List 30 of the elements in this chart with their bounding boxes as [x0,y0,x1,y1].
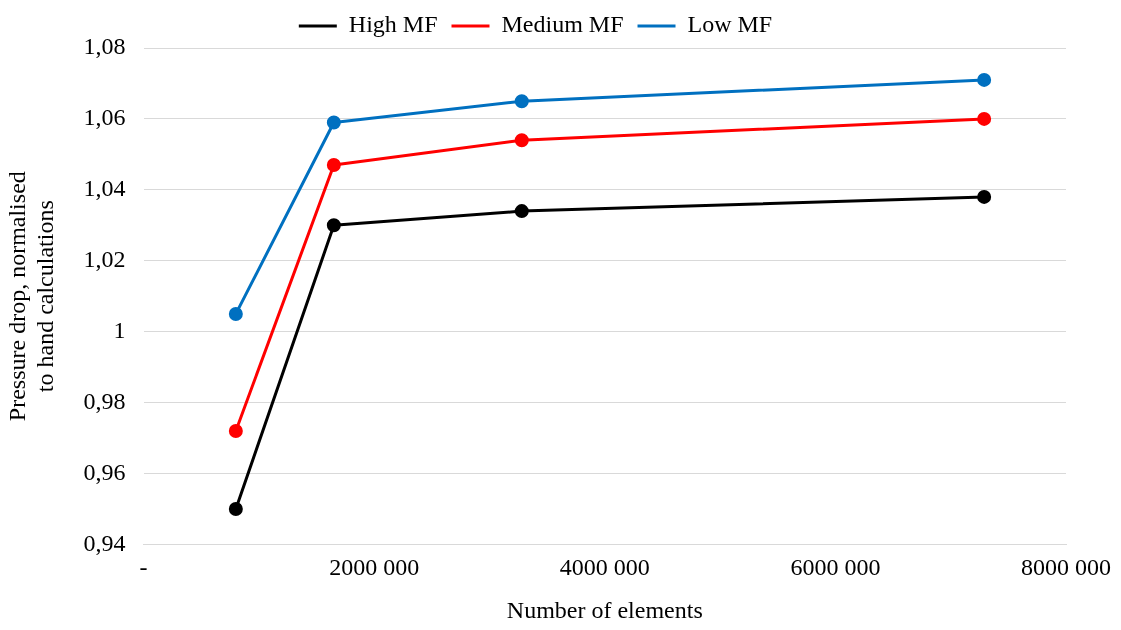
point [326,158,341,173]
y-tick-label: 1,02 [83,246,126,273]
point [326,115,341,130]
x-axis-title: Number of elements [506,596,703,623]
legend-label: Medium MF [501,11,624,38]
y-tick-label: 1,04 [83,175,126,202]
y-axis-title: Pressure drop, normalised to hand calculations [3,171,59,422]
legend-label: Low MF [687,11,773,38]
point [228,423,243,438]
x-tick-label: 2000 000 [329,554,420,581]
y-tick-label: 1,08 [83,33,126,60]
point [326,218,341,233]
y-tick-label: 1 [113,316,126,343]
y-tick-label: 0,98 [83,387,126,414]
point [228,501,243,516]
y-tick-label: 0,96 [83,458,126,485]
x-tick-label: - [139,554,148,581]
point [514,133,529,148]
point [228,306,243,321]
y-tick-label: 0,94 [83,529,126,556]
x-tick-label: 4000 000 [559,554,650,581]
point [514,94,529,109]
x-tick-label: 6000 000 [790,554,881,581]
legend-label: High MF [348,11,438,38]
point [977,189,992,204]
point [977,111,992,126]
point [977,72,992,87]
point [514,204,529,219]
x-tick-label: 8000 000 [1021,554,1111,581]
y-tick-label: 1,06 [83,104,126,131]
